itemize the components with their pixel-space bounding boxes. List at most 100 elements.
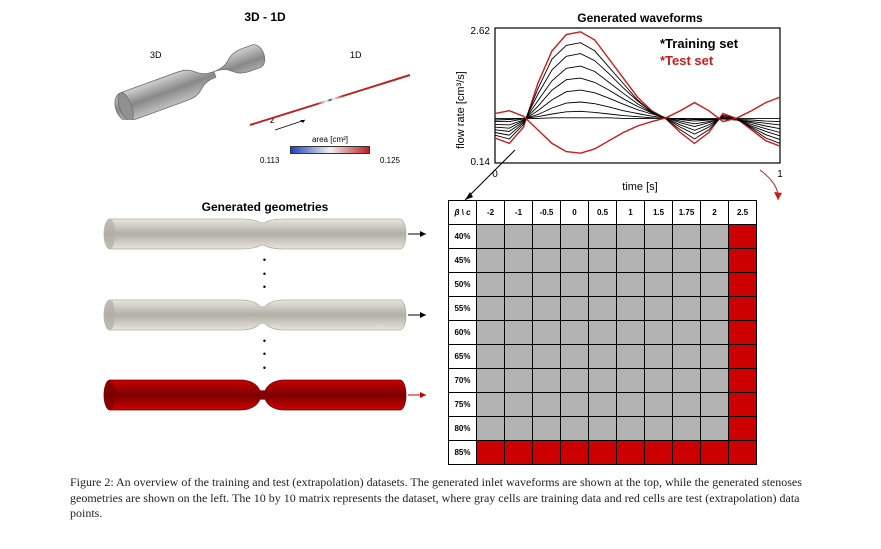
matrix-cell-train [589,393,617,417]
caption-text: An overview of the training and test (ex… [70,475,802,520]
matrix-cell-train [477,321,505,345]
matrix-cell-train [561,393,589,417]
matrix-cell-train [701,321,729,345]
matrix-cell-test [729,441,757,465]
matrix-cell-train [505,249,533,273]
matrix-cell-test [729,249,757,273]
colorbar-title: area [cm²] [260,135,400,144]
matrix-cell-train [589,225,617,249]
matrix-cell-train [477,417,505,441]
figure-panel: 3D - 1D 3D 1D z [90,10,790,470]
matrix-cell-test [617,441,645,465]
colorbar-gradient [290,146,370,154]
geometry-tube [100,214,430,254]
dataset-matrix: β \ c-2-1-0.500.511.51.7522.540%45%50%55… [448,200,757,465]
matrix-cell-train [505,321,533,345]
matrix-row-header: 55% [449,297,477,321]
matrix-cell-test [589,441,617,465]
matrix-cell-train [701,249,729,273]
matrix-cell-train [533,393,561,417]
matrix-cell-train [589,417,617,441]
matrix-row-header: 70% [449,369,477,393]
matrix-cell-train [561,321,589,345]
matrix-cell-train [673,393,701,417]
matrix-cell-train [645,369,673,393]
matrix-cell-test [729,225,757,249]
matrix-cell-train [701,417,729,441]
matrix-cell-train [477,345,505,369]
matrix-cell-train [673,249,701,273]
matrix-cell-test [561,441,589,465]
matrix-cell-train [477,369,505,393]
matrix-cell-test [533,441,561,465]
matrix-cell-train [617,321,645,345]
matrix-cell-train [477,249,505,273]
matrix-cell-train [561,417,589,441]
matrix-cell-train [561,273,589,297]
matrix-cell-train [673,321,701,345]
waveform-series [495,102,780,125]
connector-arrows [450,130,790,210]
geometry-tube [100,375,430,415]
matrix-row-header: 80% [449,417,477,441]
matrix-cell-train [561,225,589,249]
matrix-cell-train [645,273,673,297]
matrix-cell-train [533,417,561,441]
matrix-cell-train [673,297,701,321]
matrix-cell-train [701,225,729,249]
matrix-row-header: 45% [449,249,477,273]
matrix-cell-train [561,249,589,273]
matrix-cell-train [673,273,701,297]
matrix-cell-train [561,297,589,321]
matrix-cell-train [477,297,505,321]
matrix-cell-train [589,369,617,393]
matrix-cell-test [729,273,757,297]
matrix-cell-train [561,369,589,393]
waveform-series [495,43,780,144]
matrix-cell-train [477,393,505,417]
matrix-cell-train [645,225,673,249]
matrix-cell-train [561,345,589,369]
matrix-cell-test [729,321,757,345]
matrix-row-header: 75% [449,393,477,417]
figure-caption: Figure 2: An overview of the training an… [70,475,810,522]
matrix-cell-train [617,297,645,321]
matrix-cell-train [477,273,505,297]
matrix-cell-train [645,393,673,417]
matrix-cell-train [673,225,701,249]
matrix-row-header: 65% [449,345,477,369]
legend-train: *Training set [660,36,739,51]
matrix-cell-train [645,249,673,273]
panel-matrix: β \ c-2-1-0.500.511.51.7522.540%45%50%55… [448,200,790,470]
matrix-cell-train [477,225,505,249]
matrix-cell-train [617,273,645,297]
colorbar-max: 0.125 [380,156,400,165]
matrix-cell-train [673,369,701,393]
matrix-cell-train [589,321,617,345]
matrix-cell-train [533,345,561,369]
matrix-row-header: 50% [449,273,477,297]
matrix-cell-train [505,417,533,441]
matrix-cell-train [673,345,701,369]
matrix-cell-test [729,297,757,321]
matrix-cell-train [589,297,617,321]
matrix-cell-train [617,417,645,441]
label-1d: 1D [350,50,362,60]
chart-title: Generated waveforms [577,11,703,25]
caption-label: Figure 2: [70,475,114,489]
matrix-cell-train [505,345,533,369]
matrix-cell-train [589,345,617,369]
legend-test: *Test set [660,53,714,68]
matrix-cell-train [617,345,645,369]
matrix-cell-train [589,273,617,297]
matrix-cell-train [645,417,673,441]
matrix-cell-train [533,297,561,321]
matrix-cell-test [673,441,701,465]
waveform-series [495,78,780,132]
matrix-cell-train [533,249,561,273]
matrix-cell-test [729,417,757,441]
matrix-cell-test [505,441,533,465]
matrix-cell-train [645,345,673,369]
matrix-cell-train [533,369,561,393]
ellipsis-dots: ••• [90,254,440,295]
